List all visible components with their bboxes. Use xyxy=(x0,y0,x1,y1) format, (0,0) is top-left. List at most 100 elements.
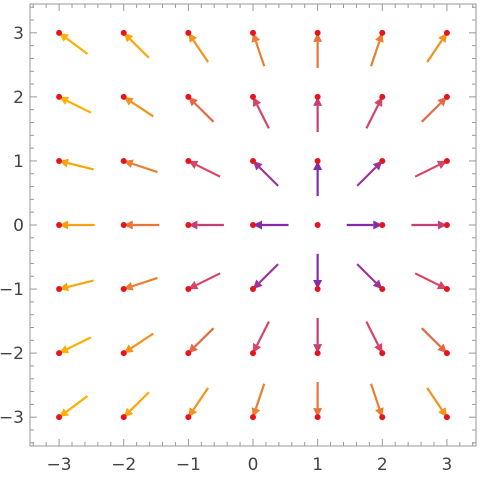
arrow-head xyxy=(437,96,447,107)
arrow xyxy=(188,327,215,354)
arrow-head xyxy=(313,280,323,290)
arrow-head xyxy=(436,281,447,290)
arrow xyxy=(313,317,323,354)
arrow-head xyxy=(188,407,198,418)
arrow xyxy=(59,336,92,354)
arrow-shaft xyxy=(365,104,380,129)
y-tick-label: 2 xyxy=(13,88,24,108)
arrow xyxy=(356,263,383,290)
arrow-shaft xyxy=(65,37,89,55)
arrow-shaft xyxy=(254,383,266,409)
arrow xyxy=(123,332,154,354)
x-tick-label: −2 xyxy=(111,455,136,475)
arrow-head xyxy=(123,344,134,354)
arrow xyxy=(188,220,224,230)
arrow-shaft xyxy=(192,39,209,63)
arrow-shaft xyxy=(258,263,279,284)
arrow-shaft xyxy=(256,104,270,129)
arrow-shaft xyxy=(356,263,377,284)
arrow xyxy=(188,32,209,63)
grid-point xyxy=(56,93,63,100)
arrow-head xyxy=(374,343,383,354)
arrow-head xyxy=(313,160,323,170)
arrow-shaft xyxy=(65,395,89,413)
arrow-series xyxy=(59,32,447,418)
arrow xyxy=(369,32,384,67)
arrow xyxy=(346,220,383,230)
arrow-head xyxy=(59,408,69,418)
arrow xyxy=(414,272,447,290)
arrow xyxy=(426,387,447,418)
arrow-head xyxy=(188,96,198,107)
arrow xyxy=(188,160,221,178)
x-tick-label: 2 xyxy=(377,455,388,475)
arrow-head xyxy=(313,96,323,106)
grid-point xyxy=(250,286,256,293)
arrow xyxy=(426,32,447,63)
grid-point xyxy=(120,286,127,293)
arrow-head xyxy=(437,220,447,230)
grid-point xyxy=(379,414,386,421)
arrow-shaft xyxy=(129,391,150,412)
arrow xyxy=(253,263,279,290)
arrow-head xyxy=(188,32,198,43)
grid-point xyxy=(314,350,321,357)
grid-point xyxy=(379,350,386,357)
grid-point xyxy=(185,350,192,357)
arrow xyxy=(253,321,270,354)
point-series xyxy=(56,29,450,421)
arrow xyxy=(123,96,154,118)
grid-point xyxy=(250,29,256,36)
y-tick-label: −1 xyxy=(0,280,24,300)
grid-point xyxy=(379,286,386,293)
arrow xyxy=(421,96,447,123)
arrow-head xyxy=(188,281,199,290)
arrow xyxy=(369,383,384,418)
arrow xyxy=(253,220,289,230)
arrow-head xyxy=(313,32,323,42)
arrow-shaft xyxy=(193,327,215,348)
arrow-head xyxy=(253,96,262,107)
arrow-shaft xyxy=(414,272,440,287)
arrow xyxy=(59,395,89,418)
arrow-head xyxy=(123,220,133,230)
grid-point xyxy=(120,350,127,357)
arrow-shaft xyxy=(67,162,94,171)
x-tick-label: −3 xyxy=(47,455,72,475)
arrow xyxy=(123,159,158,174)
arrow xyxy=(411,220,447,230)
arrow xyxy=(123,220,160,230)
grid-point xyxy=(379,93,386,100)
arrow-shaft xyxy=(356,166,377,187)
grid-point xyxy=(56,222,63,228)
x-tick-label: 0 xyxy=(248,455,259,475)
grid-point xyxy=(250,157,256,164)
grid-point xyxy=(314,157,321,164)
arrow-head xyxy=(436,160,447,169)
arrow-shaft xyxy=(195,163,221,178)
y-tick-label: −2 xyxy=(0,344,24,364)
arrow-shaft xyxy=(369,41,381,67)
grid-point xyxy=(443,93,450,100)
arrow xyxy=(313,381,323,418)
grid-point xyxy=(120,414,127,421)
grid-point xyxy=(120,222,127,228)
arrow-head xyxy=(374,96,383,107)
x-tick-label: −1 xyxy=(176,455,201,475)
arrow-shaft xyxy=(421,102,442,123)
y-tick-label: −3 xyxy=(0,408,24,428)
arrow xyxy=(188,96,215,123)
arrow xyxy=(313,32,323,69)
arrow xyxy=(365,96,383,129)
grid-point xyxy=(185,157,192,164)
grid-point xyxy=(443,286,450,293)
grid-point xyxy=(314,414,321,421)
grid-point xyxy=(379,157,386,164)
arrow xyxy=(313,96,323,133)
arrow-head xyxy=(253,160,263,171)
arrow xyxy=(365,321,383,354)
grid-point xyxy=(443,350,450,357)
axes xyxy=(29,3,477,447)
grid-point xyxy=(56,29,63,36)
